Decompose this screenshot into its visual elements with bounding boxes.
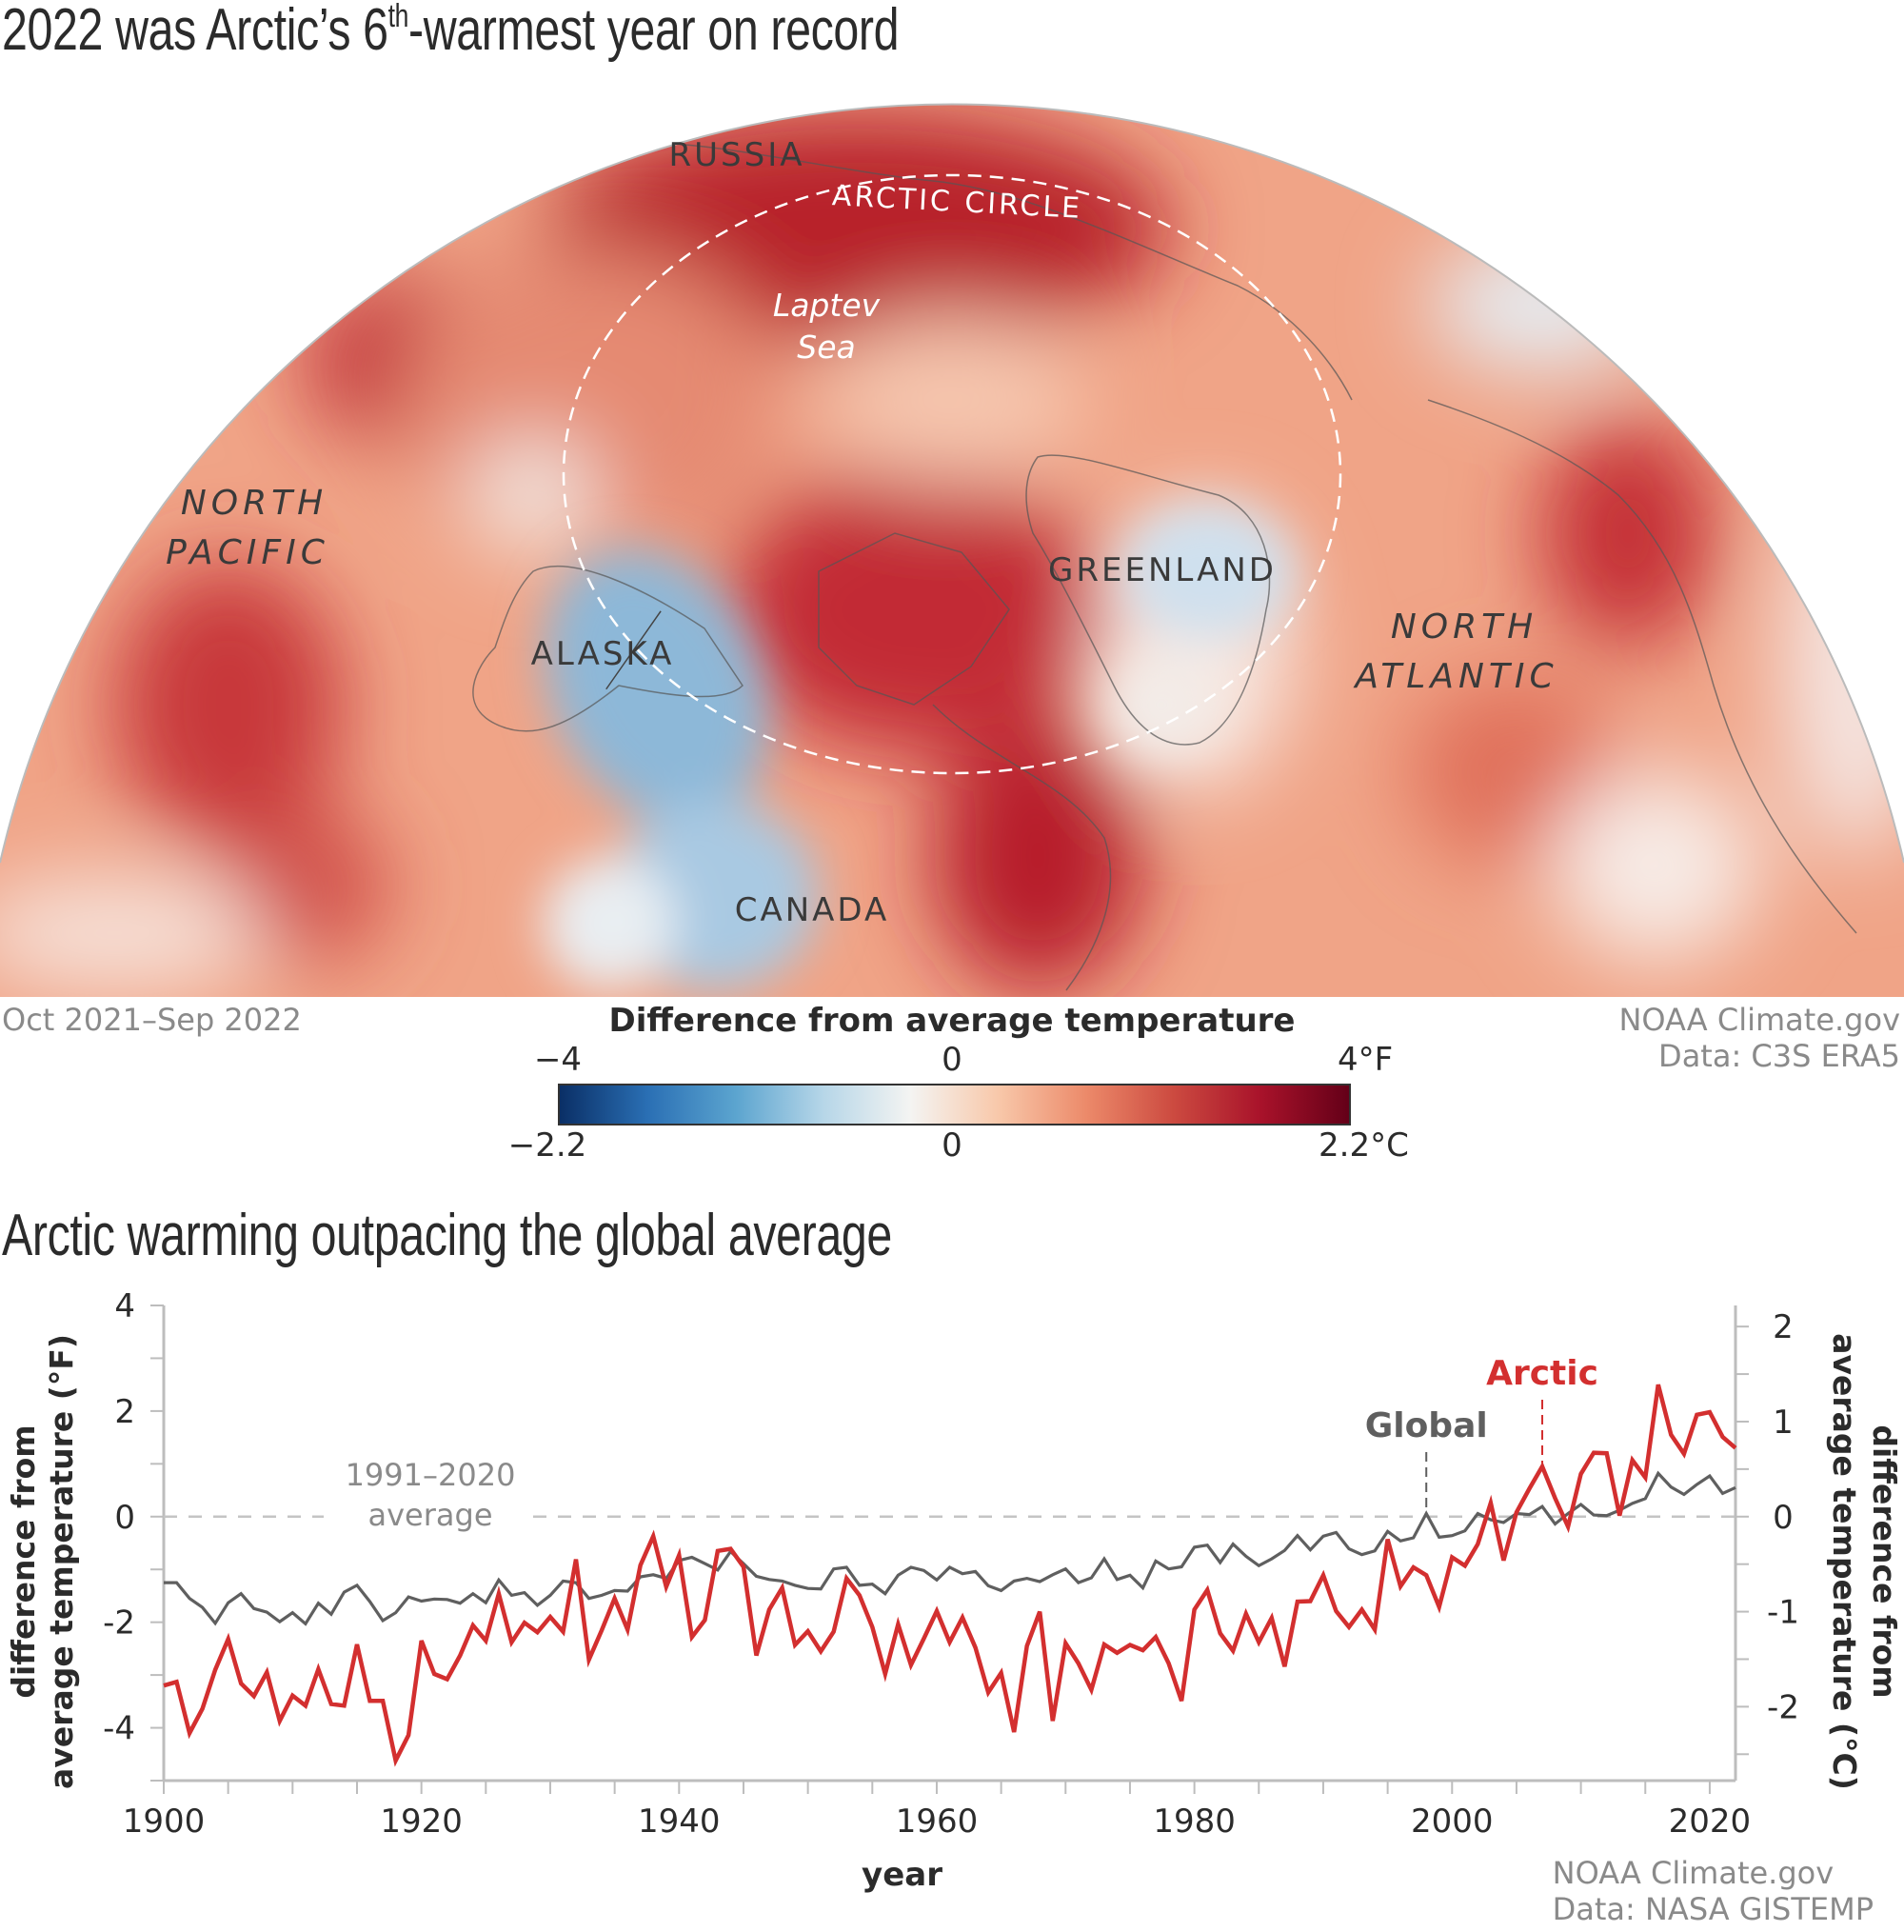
series-line-arctic <box>163 1384 1737 1767</box>
colorbar-f-max: 4°F <box>1338 1041 1394 1079</box>
chart-credit-data-source: Data: NASA GISTEMP <box>1552 1891 1874 1927</box>
map-label-north-pacific-1: NORTH <box>181 484 327 523</box>
right-y-tick-label: 0 <box>1773 1499 1794 1537</box>
series-label-global: Global <box>1365 1406 1488 1445</box>
right-y-tick-label: -2 <box>1767 1688 1799 1726</box>
map-label-north-atlantic-2: ATLANTIC <box>1353 657 1557 696</box>
colorbar-f-min: −4 <box>533 1041 583 1079</box>
right-y-axis-label-line2: average temperature (°C) <box>1826 1333 1863 1790</box>
left-y-tick-label: 2 <box>114 1393 135 1431</box>
x-tick-label: 1980 <box>1153 1803 1236 1841</box>
colorbar-c-max: 2.2°C <box>1319 1126 1409 1165</box>
colorbar <box>558 1084 1351 1125</box>
left-y-tick-label: -4 <box>103 1710 135 1748</box>
series-line-global <box>164 1470 1736 1626</box>
left-y-tick-label: -2 <box>103 1604 135 1643</box>
x-tick-label: 1940 <box>638 1803 721 1841</box>
map-label-alaska: ALASKA <box>531 635 675 673</box>
globe-outline <box>0 103 1904 864</box>
chart-title: Arctic warming outpacing the global aver… <box>2 1203 892 1268</box>
map-title-rest: -warmest year on record <box>408 0 900 63</box>
right-y-tick-label: 2 <box>1773 1308 1794 1346</box>
arctic-circle-line <box>562 173 1342 775</box>
x-tick-label: 2020 <box>1669 1803 1752 1841</box>
map-credit-line1: NOAA Climate.gov <box>1618 1002 1900 1038</box>
baseline-label-line2: average <box>368 1497 493 1533</box>
x-tick-label: 1900 <box>123 1803 206 1841</box>
left-y-axis-label-line1: difference from <box>5 1424 42 1698</box>
map-label-laptev-1: Laptev <box>773 287 881 324</box>
left-y-tick-label: 4 <box>114 1287 135 1325</box>
chart-credit-line1: NOAA Climate.gov <box>1552 1855 1835 1891</box>
map-label-russia: RUSSIA <box>669 136 805 174</box>
map-credit: NOAA Climate.gov Data: C3S ERA5 <box>1618 1002 1900 1074</box>
left-y-tick-label: 0 <box>114 1499 135 1537</box>
map-label-north-atlantic-1: NORTH <box>1391 607 1537 647</box>
x-tick-label: 2000 <box>1411 1803 1494 1841</box>
right-y-axis-label-line1: difference from <box>1866 1424 1903 1698</box>
chart-credit: NOAA Climate.gov Data: NASA GISTEMP <box>1553 1855 1874 1927</box>
x-tick-label: 1920 <box>380 1803 463 1841</box>
colorbar-c-min: −2.2 <box>507 1126 587 1165</box>
map-title-sup: th <box>387 0 409 34</box>
arctic-temperature-map: RUSSIA ARCTIC CIRCLE Laptev Sea NORTH PA… <box>0 103 1904 997</box>
right-y-tick-label: -1 <box>1767 1594 1799 1632</box>
colorbar-title: Difference from average temperature <box>608 1002 1296 1040</box>
map-credit-data-source: Data: C3S ERA5 <box>1658 1038 1900 1074</box>
baseline-label-line1: 1991–2020 <box>346 1457 516 1493</box>
map-label-greenland: GREENLAND <box>1048 551 1277 589</box>
series-label-arctic: Arctic <box>1486 1354 1598 1393</box>
colorbar-c-mid: 0 <box>942 1126 962 1165</box>
right-y-tick-label: 1 <box>1773 1404 1794 1442</box>
left-y-axis-label-line2: average temperature (°F) <box>43 1334 80 1789</box>
map-title-text: 2022 was Arctic’s 6 <box>2 0 388 63</box>
colorbar-f-mid: 0 <box>942 1041 962 1079</box>
x-tick-label: 1960 <box>896 1803 979 1841</box>
map-title: 2022 was Arctic’s 6th-warmest year on re… <box>2 0 899 64</box>
map-label-laptev-2: Sea <box>797 329 855 366</box>
map-label-north-pacific-2: PACIFIC <box>166 533 329 572</box>
map-period: Oct 2021–Sep 2022 <box>2 1002 302 1038</box>
x-axis-label: year <box>862 1856 942 1894</box>
map-label-canada: CANADA <box>735 891 890 929</box>
